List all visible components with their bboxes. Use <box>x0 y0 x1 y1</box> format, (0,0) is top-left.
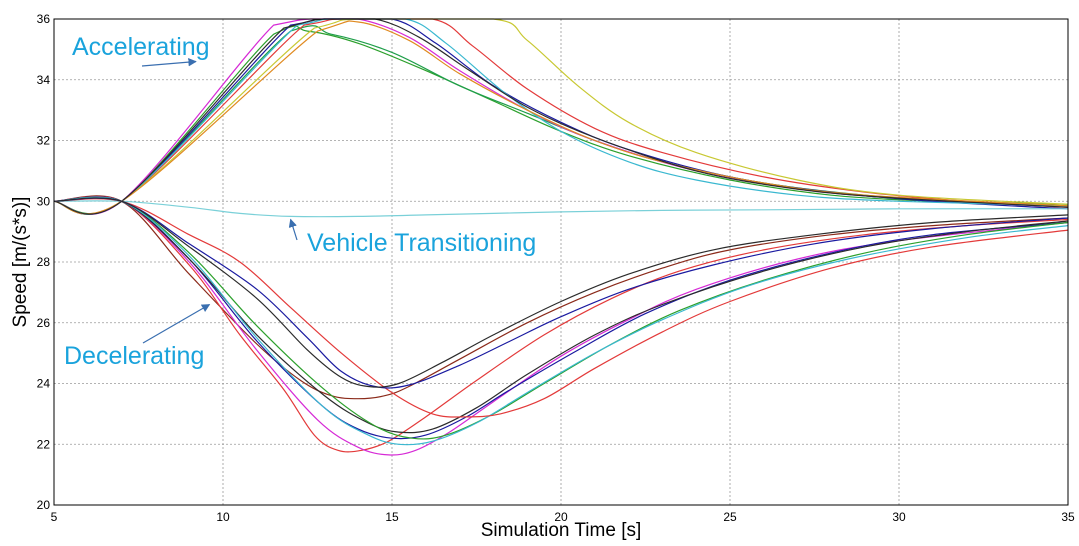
annotation-decelerating: Decelerating <box>64 342 204 370</box>
series-line-1 <box>53 25 1069 215</box>
x-tick-label: 15 <box>385 510 399 524</box>
y-tick-label: 34 <box>37 73 51 87</box>
y-tick-label: 22 <box>37 437 51 451</box>
series-line-20 <box>53 197 1069 388</box>
series-line-8 <box>53 20 1069 215</box>
series-line-15 <box>53 196 1069 434</box>
series-line-7 <box>53 18 1069 215</box>
x-tick-label: 5 <box>51 510 58 524</box>
series-lines <box>53 18 1069 456</box>
series-line-18 <box>53 198 1069 418</box>
y-tick-label: 36 <box>37 12 51 26</box>
annotation-accelerating: Accelerating <box>72 33 210 61</box>
series-line-9 <box>53 18 1069 215</box>
series-line-19 <box>53 197 1069 389</box>
plot-frame <box>53 18 1069 506</box>
y-axis-label: Speed [m/(s*s)] <box>10 197 31 328</box>
annotations: Accelerating Vehicle Transitioning Decel… <box>64 33 536 370</box>
series-line-11 <box>53 195 1069 400</box>
annotation-vehicle-transitioning: Vehicle Transitioning <box>307 229 536 257</box>
x-tick-label: 10 <box>216 510 230 524</box>
x-axis-label: Simulation Time [s] <box>481 520 642 541</box>
tick-labels: 5 10 15 20 25 30 35 20 22 24 26 28 30 32 34 36 <box>37 12 1075 524</box>
y-tick-label: 26 <box>37 316 51 330</box>
annotation-arrow <box>142 304 211 344</box>
y-tick-label: 28 <box>37 255 51 269</box>
y-tick-label: 24 <box>37 377 51 391</box>
series-line-13 <box>53 196 1069 456</box>
x-tick-label: 30 <box>892 510 906 524</box>
x-tick-label: 20 <box>554 510 568 524</box>
annotation-arrow <box>288 218 298 241</box>
grid <box>53 18 1069 506</box>
y-tick-label: 30 <box>37 194 51 208</box>
series-line-12 <box>53 195 1069 453</box>
y-tick-label: 20 <box>37 498 51 512</box>
series-line-14 <box>53 196 1069 440</box>
series-line-10 <box>53 200 1069 218</box>
y-tick-label: 32 <box>37 134 51 148</box>
series-line-16 <box>53 196 1069 440</box>
series-line-17 <box>53 196 1069 446</box>
series-line-6 <box>53 18 1069 215</box>
annotation-arrow <box>141 57 197 67</box>
x-tick-label: 35 <box>1061 510 1075 524</box>
x-tick-label: 25 <box>723 510 737 524</box>
